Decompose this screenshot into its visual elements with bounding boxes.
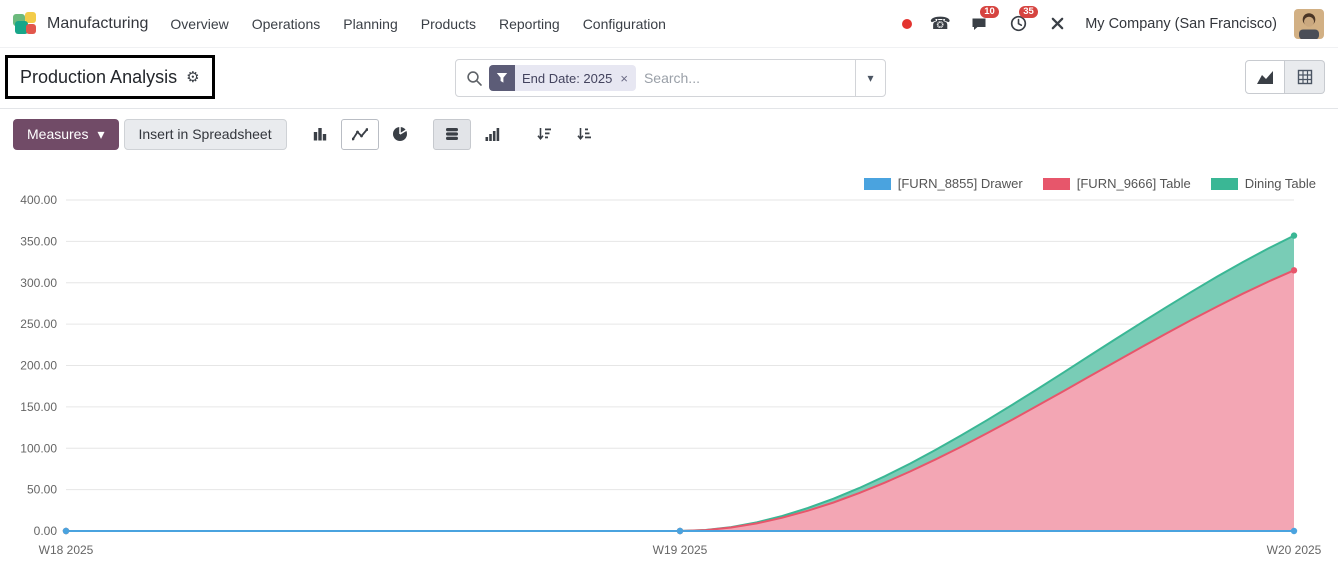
filter-facet: End Date: 2025 × [489, 65, 636, 91]
legend-item[interactable]: Dining Table [1210, 176, 1316, 191]
y-tick-label: 400.00 [20, 193, 57, 207]
sort-ascending-button[interactable] [565, 119, 603, 150]
series-area [66, 270, 1294, 531]
data-point [1290, 267, 1298, 274]
legend-label: [FURN_8855] Drawer [897, 176, 1023, 191]
activities-badge: 35 [1019, 5, 1038, 18]
sort-descending-button[interactable] [525, 119, 563, 150]
line-chart-button[interactable] [340, 118, 379, 150]
measures-label: Measures [27, 126, 89, 142]
legend-swatch [863, 177, 891, 190]
chevron-down-icon: ▾ [97, 125, 105, 142]
filter-funnel-icon [489, 65, 515, 91]
top-nav-bar: Manufacturing Overview Operations Planni… [0, 0, 1338, 48]
menu-item-overview[interactable]: Overview [170, 15, 229, 32]
facet-remove-icon[interactable]: × [620, 70, 628, 86]
bar-chart-button[interactable] [301, 119, 339, 150]
menu-item-reporting[interactable]: Reporting [498, 15, 560, 32]
avatar-image [1294, 8, 1324, 39]
legend-item[interactable]: [FURN_9666] Table [1042, 176, 1191, 191]
search-dropdown-toggle[interactable]: ▾ [855, 60, 885, 96]
facet-label: End Date: 2025 [522, 70, 613, 86]
menu-item-configuration[interactable]: Configuration [582, 15, 666, 32]
series-area [66, 235, 1294, 531]
legend-label: Dining Table [1244, 176, 1316, 191]
legend-label: [FURN_9666] Table [1076, 176, 1191, 191]
y-tick-label: 150.00 [20, 400, 57, 414]
pivot-view-button[interactable] [1285, 60, 1325, 94]
y-tick-label: 300.00 [20, 276, 57, 290]
sort-ascending-icon [576, 128, 591, 141]
messages-badge: 10 [980, 5, 999, 18]
view-switcher [1245, 60, 1325, 94]
y-tick-label: 50.00 [27, 483, 57, 497]
control-panel: Production Analysis ⚙ End Date: 2025 × ▾ [0, 48, 1338, 109]
area-chart-icon [1257, 71, 1273, 84]
search-bar: End Date: 2025 × ▾ [455, 59, 886, 97]
y-tick-label: 250.00 [20, 317, 57, 331]
cumulative-toggle-button[interactable] [473, 119, 511, 150]
chevron-down-icon: ▾ [867, 71, 874, 85]
sort-descending-icon [536, 128, 551, 141]
y-tick-label: 0.00 [34, 524, 58, 538]
stacked-icon [445, 128, 458, 140]
app-name[interactable]: Manufacturing [47, 14, 149, 32]
phone-icon: ☎ [929, 14, 951, 33]
messages-button[interactable]: 10 [968, 5, 999, 35]
main-menu: Overview Operations Planning Products Re… [170, 16, 666, 32]
chart-legend: [FURN_8855] Drawer [FURN_9666] Table Dinin… [863, 176, 1316, 191]
search-icon [466, 70, 483, 87]
phone-button[interactable]: ☎ [929, 13, 951, 35]
annotation-box: Production Analysis ⚙ [5, 55, 215, 99]
chat-bubble-icon [972, 18, 986, 30]
y-tick-label: 200.00 [20, 359, 57, 373]
measures-button[interactable]: Measures ▾ [13, 118, 119, 150]
chart-section: [FURN_8855] Drawer [FURN_9666] Table Dinin… [0, 159, 1338, 565]
y-tick-label: 100.00 [20, 441, 57, 455]
x-tick-label: W20 2025 [1267, 543, 1322, 557]
pie-chart-icon [392, 126, 407, 141]
page-title: Production Analysis [20, 66, 178, 87]
tools-icon [1051, 17, 1064, 30]
data-point [62, 527, 70, 535]
pie-chart-button[interactable] [381, 119, 419, 150]
activities-button[interactable]: 35 [1007, 5, 1038, 35]
y-tick-label: 350.00 [20, 234, 57, 248]
insert-spreadsheet-button[interactable]: Insert in Spreadsheet [123, 118, 287, 150]
menu-item-products[interactable]: Products [420, 15, 476, 32]
menu-item-operations[interactable]: Operations [251, 15, 321, 32]
line-chart-icon [351, 127, 368, 140]
data-point [676, 527, 684, 535]
data-point [1290, 232, 1298, 239]
graph-view-button[interactable] [1245, 60, 1285, 94]
user-avatar[interactable] [1294, 8, 1324, 39]
gear-icon[interactable]: ⚙ [186, 69, 200, 86]
app-switcher[interactable]: Manufacturing [12, 11, 148, 37]
debug-tools-button[interactable] [1046, 13, 1068, 35]
manufacturing-app-icon[interactable] [12, 11, 38, 37]
x-tick-label: W19 2025 [653, 543, 708, 557]
data-point [1290, 527, 1298, 535]
record-status-dot [902, 18, 913, 29]
legend-swatch [1210, 177, 1238, 190]
stacked-toggle-button[interactable] [432, 118, 471, 150]
cumulative-icon [485, 128, 499, 141]
company-selector[interactable]: My Company (San Francisco) [1085, 15, 1277, 32]
production-chart: 0.00 50.00 100.00 150.00 200.00 250.00 300.00 3… [20, 193, 1322, 557]
search-input[interactable] [635, 70, 855, 86]
clock-icon [1010, 15, 1026, 32]
legend-item[interactable]: [FURN_8855] Drawer [863, 176, 1023, 191]
systray: ☎ 10 35 My Company (San Francisco) [902, 5, 1326, 39]
graph-toolbar: Measures ▾ Insert in Spreadsheet [0, 109, 1338, 159]
legend-swatch [1042, 177, 1070, 190]
x-tick-label: W18 2025 [39, 543, 94, 557]
menu-item-planning[interactable]: Planning [343, 15, 398, 32]
pivot-grid-icon [1297, 69, 1312, 85]
bar-chart-icon [313, 128, 326, 141]
